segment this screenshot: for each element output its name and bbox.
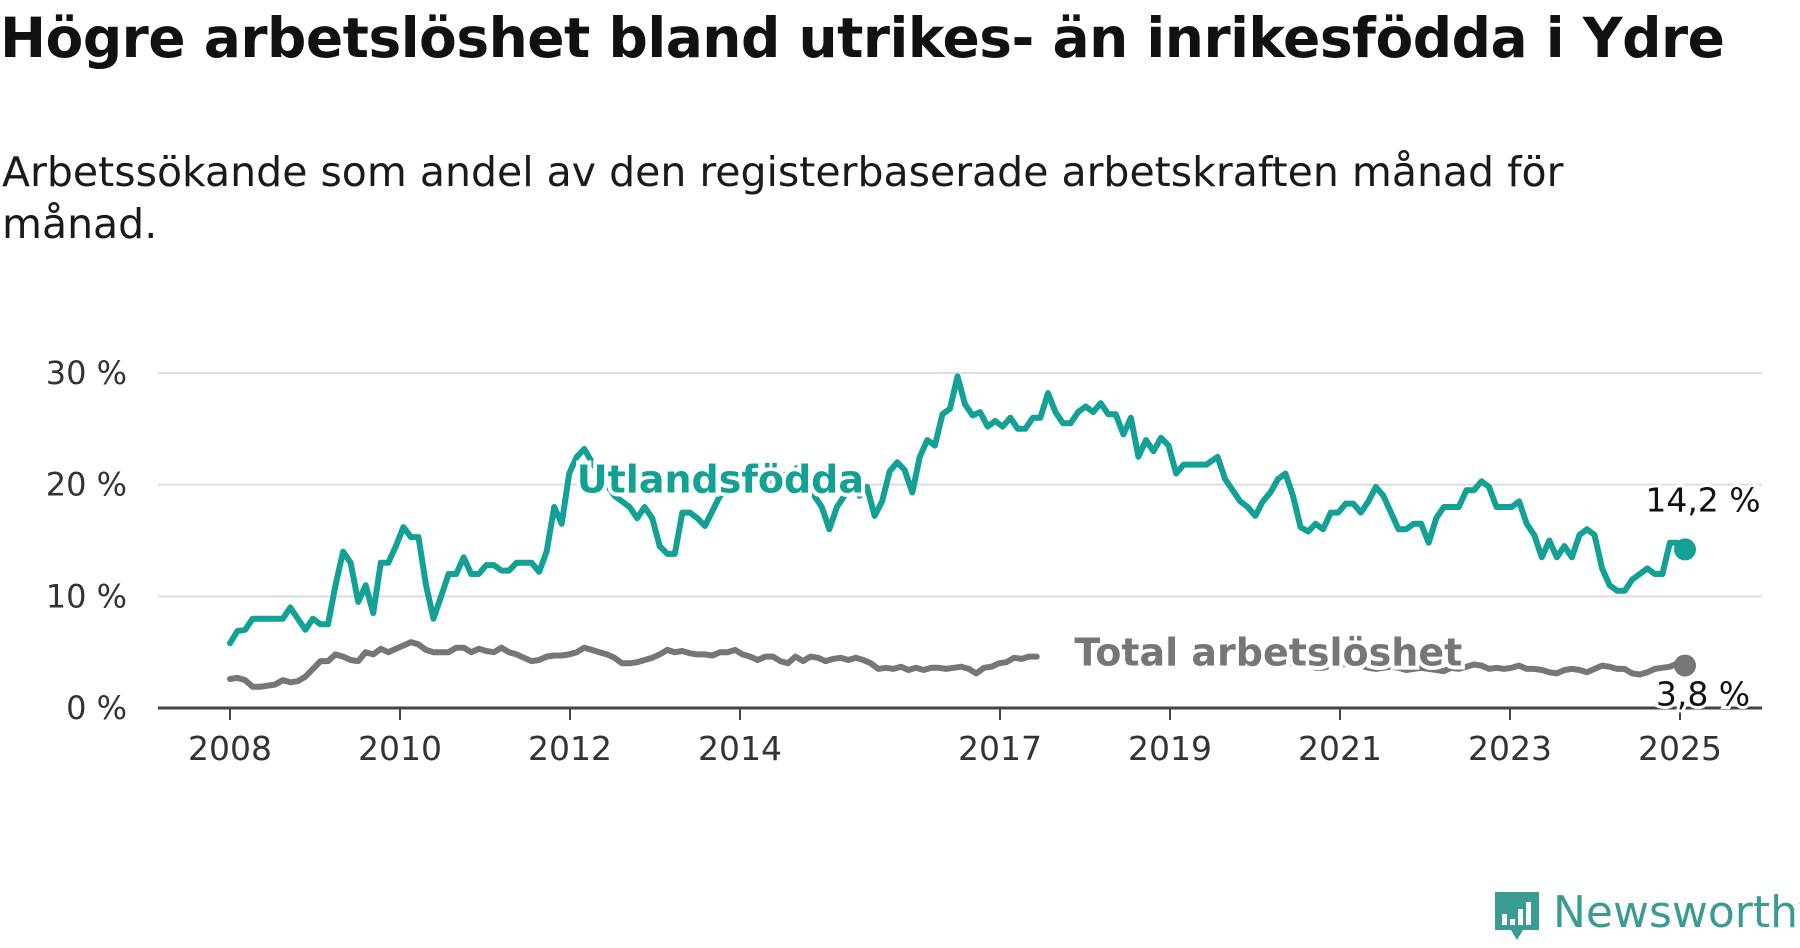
x-tick-label: 2021 bbox=[1298, 729, 1382, 768]
x-tick-label: 2017 bbox=[958, 729, 1042, 768]
series-labels: 14,2 % Utlandsfödda 3,8 % Total arbetslöshe… bbox=[573, 453, 1764, 716]
series-line-total bbox=[227, 639, 1040, 690]
series-name-label: Utlandsfödda bbox=[577, 457, 864, 501]
newsworthy-icon bbox=[1495, 892, 1539, 940]
y-tick-label: 0 % bbox=[66, 689, 127, 727]
x-tick-label: 2012 bbox=[528, 729, 612, 768]
line-chart: 0 % 10 % 20 % 30 % 2008 2010 2012 2014 2017 2019… bbox=[46, 354, 1764, 768]
series-line-total bbox=[1282, 660, 1688, 678]
y-axis: 0 % 10 % 20 % 30 % bbox=[46, 354, 127, 727]
x-tick-label: 2008 bbox=[188, 729, 272, 768]
y-tick-label: 20 % bbox=[46, 466, 127, 504]
newsworthy-logo: Newsworthy bbox=[1493, 885, 1800, 945]
series-end-point bbox=[1674, 654, 1696, 677]
x-tick-label: 2019 bbox=[1128, 729, 1212, 768]
end-value-label: 3,8 % bbox=[1656, 675, 1750, 714]
end-value-label: 14,2 % bbox=[1645, 480, 1760, 519]
x-tick-label: 2025 bbox=[1638, 729, 1722, 768]
y-tick-label: 10 % bbox=[46, 577, 127, 615]
gridlines bbox=[158, 372, 1762, 598]
x-axis: 2008 2010 2012 2014 2017 2019 2021 2023 2025 bbox=[158, 706, 1762, 768]
chart-title: Högre arbetslöshet bland utrikes- än inr… bbox=[0, 6, 1725, 70]
x-tick-label: 2023 bbox=[1468, 729, 1552, 768]
series-name-label: Total arbetslöshet bbox=[1074, 631, 1462, 675]
x-tick-label: 2014 bbox=[698, 729, 782, 768]
series-line-utlandsfodda bbox=[227, 373, 1688, 647]
brand-name: Newsworthy bbox=[1553, 887, 1800, 938]
series bbox=[227, 373, 1696, 690]
x-tick-label: 2010 bbox=[358, 729, 442, 768]
y-tick-label: 30 % bbox=[46, 354, 127, 392]
series-end-point bbox=[1674, 538, 1696, 561]
chart-subtitle: Arbetssökande som andel av den registerb… bbox=[2, 148, 1564, 249]
